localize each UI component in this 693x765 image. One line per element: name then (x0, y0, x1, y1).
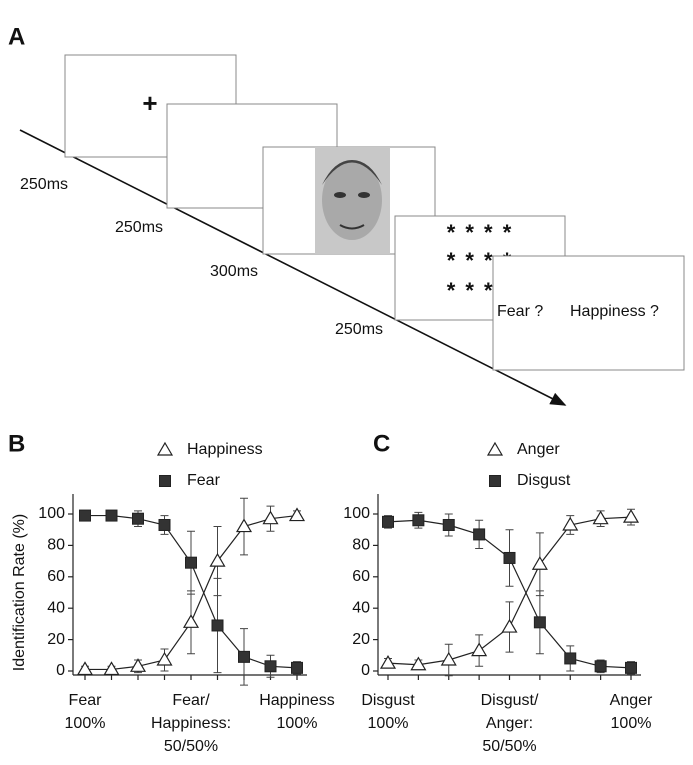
duration: 300ms (210, 263, 258, 280)
panel-label: B (8, 430, 25, 457)
screen (492, 255, 685, 371)
x-tick-label: Happiness 100% (259, 692, 335, 732)
data-point (262, 510, 279, 525)
y-tick-label: 40 (352, 599, 370, 616)
y-tick-label: 80 (47, 537, 65, 554)
data-point (622, 508, 640, 523)
trial-diagram: + * * * * * * * * * * * * Fear ? Happine… (19, 54, 685, 406)
y-tick-label: 20 (47, 631, 65, 648)
data-point (501, 618, 518, 633)
mask: * * * * (447, 220, 514, 245)
data-point (156, 651, 173, 666)
data-point (209, 552, 226, 567)
y-tick-label: 100 (343, 505, 370, 522)
data-point (288, 507, 306, 522)
data-point (625, 661, 637, 674)
y-tick-label: 0 (361, 662, 370, 679)
x-tick-label: Fear/Happiness: 50/50% (151, 692, 231, 755)
legend-marker (159, 475, 171, 487)
data-point (594, 660, 607, 673)
data-point (533, 616, 546, 629)
time-arrow (19, 129, 567, 406)
y-tick-label: 80 (352, 537, 370, 554)
data-point (410, 656, 427, 671)
fixation-cross: + (142, 88, 157, 118)
data-point (291, 661, 303, 674)
data-point (185, 556, 197, 569)
data-point (503, 551, 516, 564)
legend-label: Disgust (517, 472, 571, 489)
data-point (531, 556, 548, 570)
legend-marker (486, 441, 504, 456)
data-point (592, 510, 609, 525)
x-tick-label: Disgust/Anger: 50/50% (481, 692, 539, 755)
data-point (442, 518, 455, 531)
y-tick-label: 60 (352, 568, 370, 585)
y-tick-label: 60 (47, 568, 65, 585)
data-point (564, 652, 577, 665)
data-point (412, 514, 425, 527)
data-point (440, 651, 457, 666)
y-tick-label: 100 (38, 505, 65, 522)
data-point (471, 642, 488, 657)
data-point (235, 518, 253, 533)
x-tick-label: Fear 100% (65, 692, 106, 732)
data-point (76, 661, 94, 676)
response-option: Fear ? (497, 303, 543, 320)
y-tick-label: 20 (352, 631, 370, 648)
data-point (132, 512, 144, 525)
data-point (129, 658, 147, 672)
data-point (238, 650, 250, 663)
data-point (382, 515, 394, 528)
duration: 250ms (20, 176, 68, 193)
panel-label: A (8, 23, 25, 50)
legend-label: Anger (517, 441, 560, 458)
data-point (379, 654, 397, 669)
legend-marker (489, 475, 501, 487)
x-tick-label: Anger 100% (610, 692, 653, 732)
data-point (79, 509, 91, 522)
y-axis-label: Identification Rate (%) (11, 514, 28, 671)
face-image (315, 147, 390, 254)
duration: 250ms (115, 219, 163, 236)
x-tick-label: Disgust 100% (361, 692, 415, 732)
panel-label: C (373, 430, 390, 457)
data-point (264, 660, 277, 673)
duration: 250ms (335, 321, 383, 338)
legend-label: Fear (187, 472, 221, 489)
legend-label: Happiness (187, 441, 263, 458)
y-tick-label: 0 (56, 662, 65, 679)
legend-marker (156, 441, 174, 456)
response-option: Happiness ? (570, 303, 659, 320)
data-point (562, 516, 579, 531)
data-point (182, 614, 200, 628)
data-point (473, 528, 486, 541)
data-point (158, 518, 171, 531)
data-point (103, 661, 120, 676)
data-point (105, 509, 118, 522)
data-point (211, 619, 224, 632)
y-tick-label: 40 (47, 599, 65, 616)
